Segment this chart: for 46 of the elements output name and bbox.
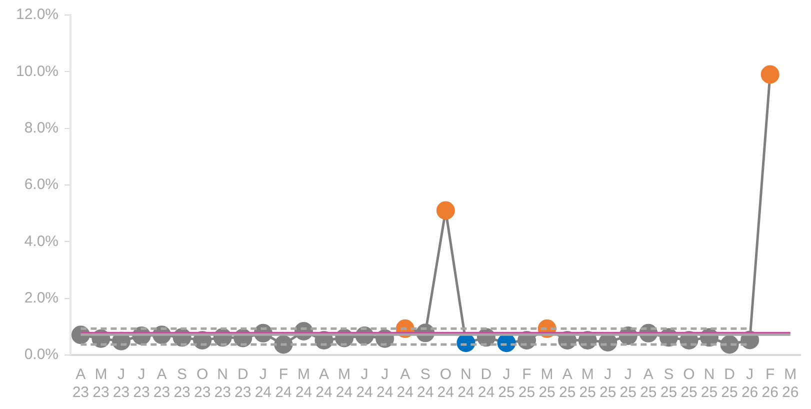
x-tick-label: M 26	[782, 366, 799, 402]
point	[760, 65, 780, 84]
x-tick-label: M 25	[579, 366, 596, 402]
x-tick-label: A 25	[558, 366, 576, 402]
x-tick-label: A 24	[396, 366, 414, 402]
point	[436, 201, 455, 220]
y-tick-label: 12.0%	[16, 6, 59, 24]
x-tick-label: O 23	[194, 366, 211, 402]
x-tick-label: J 24	[254, 366, 272, 402]
y-tick-label: 8.0%	[24, 119, 59, 136]
y-tick-label: 0.0%	[24, 346, 59, 364]
x-tick-label: A 25	[640, 366, 657, 402]
y-tick-label: 10.0%	[16, 62, 59, 80]
y-tick-label: 4.0%	[24, 232, 59, 250]
x-tick-label: O 25	[680, 366, 698, 402]
x-tick-label: S 24	[417, 366, 434, 402]
x-tick-label: D 25	[721, 366, 738, 402]
x-tick-label: J 25	[620, 366, 636, 402]
x-tick-label: N 25	[700, 366, 718, 402]
x-tick-label: S 25	[660, 366, 678, 402]
x-tick-label: D 23	[234, 366, 252, 402]
x-tick-label: J 24	[356, 366, 373, 402]
y-tick-label: 2.0%	[24, 289, 59, 306]
x-tick-label: F 26	[762, 366, 778, 402]
x-tick-label: F 25	[518, 366, 536, 402]
y-tick-label: 6.0%	[24, 176, 59, 194]
x-tick-label: N 24	[458, 366, 474, 402]
x-tick-label: D 24	[478, 366, 495, 402]
x-tick-label: M 23	[92, 366, 110, 402]
x-tick-label: M 24	[295, 366, 312, 402]
x-tick-label: J 23	[112, 366, 130, 402]
x-tick-label: F 24	[275, 366, 292, 402]
x-tick-label: M 24	[336, 366, 353, 402]
x-tick-label: A 24	[316, 366, 332, 402]
x-tick-label: A 23	[72, 366, 90, 402]
x-tick-label: O 24	[437, 366, 454, 402]
x-tick-label: A 23	[153, 366, 170, 402]
point	[274, 335, 293, 354]
x-tick-label: S 23	[174, 366, 190, 402]
x-tick-label: J 25	[498, 366, 515, 402]
x-tick-label: N 23	[214, 366, 231, 402]
x-tick-label: J 23	[133, 366, 150, 402]
x-tick-label: J 26	[741, 366, 758, 402]
x-tick-label: M 25	[538, 366, 556, 402]
x-tick-label: J 24	[376, 366, 394, 402]
x-tick-label: J 25	[600, 366, 616, 402]
